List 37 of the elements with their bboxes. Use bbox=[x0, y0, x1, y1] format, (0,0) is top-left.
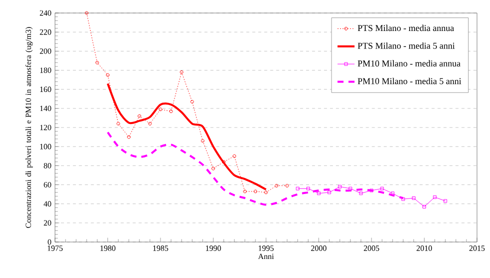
point bbox=[274, 184, 278, 188]
point bbox=[370, 188, 374, 192]
legend-label: PTS Milano - media 5 anni bbox=[358, 42, 455, 49]
point bbox=[380, 186, 384, 190]
point bbox=[116, 122, 120, 126]
point bbox=[180, 70, 184, 74]
legend-label: PTS Milano - media annua bbox=[358, 24, 454, 32]
point bbox=[306, 186, 310, 190]
point bbox=[317, 192, 320, 196]
point bbox=[412, 196, 416, 200]
point bbox=[328, 190, 332, 194]
point bbox=[285, 184, 289, 188]
point bbox=[127, 135, 131, 139]
point bbox=[232, 154, 236, 158]
point bbox=[338, 184, 342, 188]
legend-label: PM10 Milano - media annua bbox=[358, 60, 460, 66]
legend-label: PM10 Milano - media 5 anni bbox=[358, 78, 462, 84]
point bbox=[84, 11, 88, 15]
point bbox=[138, 114, 142, 118]
point bbox=[359, 192, 363, 196]
point bbox=[200, 139, 204, 143]
point bbox=[422, 204, 426, 208]
point bbox=[95, 60, 99, 64]
point bbox=[222, 160, 226, 164]
point bbox=[348, 186, 352, 190]
point bbox=[401, 197, 405, 201]
point bbox=[254, 190, 258, 194]
point bbox=[169, 110, 173, 114]
point bbox=[106, 73, 110, 77]
point bbox=[190, 100, 194, 104]
point bbox=[390, 192, 394, 196]
point bbox=[148, 122, 152, 126]
point bbox=[212, 166, 215, 170]
point bbox=[243, 190, 247, 194]
point bbox=[264, 190, 268, 194]
point bbox=[433, 195, 437, 199]
point bbox=[158, 108, 162, 112]
